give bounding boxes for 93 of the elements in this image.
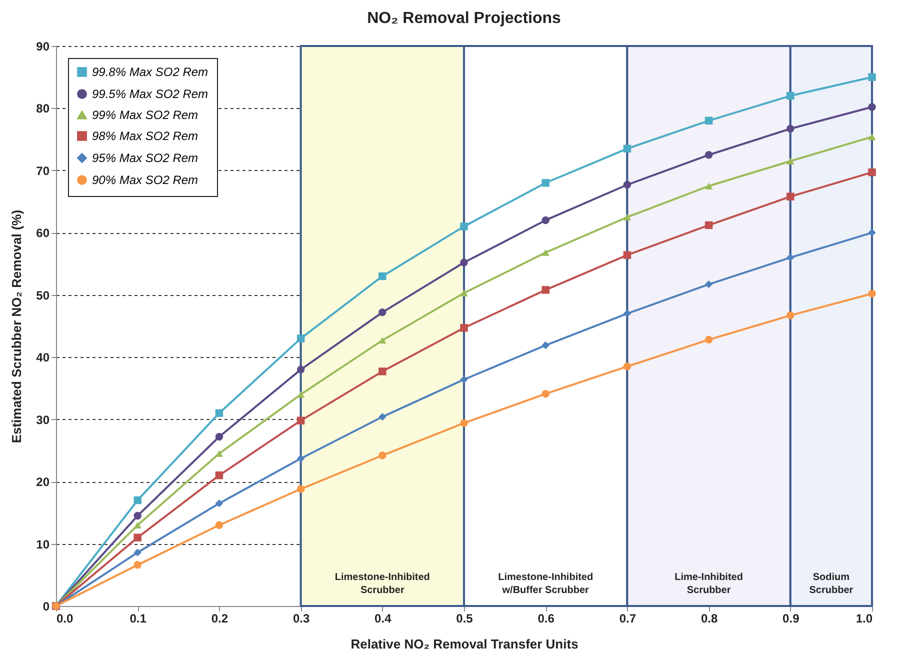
chart-title: NO₂ Removal Projections bbox=[367, 10, 562, 27]
point bbox=[786, 254, 794, 262]
point bbox=[786, 158, 794, 164]
point bbox=[296, 391, 305, 398]
point bbox=[704, 116, 713, 125]
point bbox=[704, 336, 713, 344]
x-tick-label: 0.7 bbox=[619, 612, 636, 626]
point bbox=[623, 251, 632, 259]
point bbox=[460, 222, 468, 230]
point bbox=[134, 496, 142, 504]
point bbox=[296, 416, 305, 424]
point bbox=[378, 308, 386, 316]
point bbox=[704, 221, 713, 230]
point bbox=[868, 168, 876, 176]
point bbox=[215, 521, 224, 529]
band-label: Limestone-Inhibited Scrubber bbox=[334, 572, 430, 596]
legend-label: 99.8% Max SO2 Rem bbox=[92, 65, 208, 79]
point bbox=[134, 512, 142, 520]
x-tick-label: 0.9 bbox=[782, 612, 800, 626]
x-tick-label: 0.4 bbox=[374, 612, 392, 626]
point bbox=[378, 336, 386, 344]
point bbox=[542, 179, 550, 187]
point bbox=[868, 73, 876, 81]
point bbox=[542, 341, 550, 350]
point bbox=[868, 228, 876, 237]
point bbox=[460, 258, 468, 266]
point bbox=[460, 290, 468, 296]
point bbox=[296, 454, 305, 462]
x-axis-title: Relative NO₂ Removal Transfer Units bbox=[350, 636, 578, 652]
x-tick-label: 0.3 bbox=[292, 612, 310, 626]
point bbox=[623, 180, 632, 189]
band-label: Limestone-Inhibited w/Buffer Scrubber bbox=[498, 572, 594, 596]
x-tick-label: 0.2 bbox=[211, 612, 228, 626]
point bbox=[378, 452, 386, 460]
point bbox=[542, 390, 550, 398]
point bbox=[623, 310, 632, 318]
point bbox=[215, 432, 224, 441]
point bbox=[623, 362, 632, 370]
point bbox=[460, 324, 468, 332]
point bbox=[786, 312, 794, 320]
point bbox=[542, 249, 550, 256]
y-tick-label: 60 bbox=[36, 226, 50, 240]
point bbox=[460, 419, 468, 427]
y-tick-label: 50 bbox=[36, 288, 50, 302]
point bbox=[134, 561, 142, 569]
x-tick-label: 0.8 bbox=[700, 612, 718, 626]
x-tick-label: 0.1 bbox=[130, 612, 147, 626]
y-tick-label: 30 bbox=[36, 412, 50, 427]
point bbox=[704, 182, 713, 190]
point bbox=[215, 499, 224, 508]
y-tick-label: 20 bbox=[36, 475, 50, 490]
point bbox=[868, 103, 876, 111]
point bbox=[868, 290, 876, 298]
point bbox=[215, 471, 224, 480]
point bbox=[868, 133, 876, 140]
x-tick-label: 0.5 bbox=[456, 612, 474, 626]
point bbox=[296, 334, 305, 342]
legend-label: 99.5% Max SO2 Rem bbox=[92, 87, 208, 101]
y-axis-title: Estimated Scrubber NO₂ Removal (%) bbox=[9, 210, 24, 444]
y-tick-label: 10 bbox=[36, 537, 50, 552]
x-tick-label: 0.6 bbox=[538, 612, 555, 626]
point bbox=[134, 534, 142, 542]
point bbox=[623, 214, 632, 220]
point bbox=[460, 376, 468, 384]
point bbox=[296, 366, 305, 374]
point bbox=[378, 272, 386, 280]
point bbox=[786, 124, 794, 133]
point bbox=[215, 409, 224, 417]
x-tick-label: 0.0 bbox=[56, 612, 74, 626]
point bbox=[786, 192, 794, 200]
band-label: Lime-Inhibited Scrubber bbox=[674, 572, 743, 596]
point bbox=[623, 144, 632, 153]
legend-label: 95% Max SO2 Rem bbox=[92, 151, 198, 165]
point bbox=[786, 92, 794, 100]
point bbox=[704, 151, 713, 159]
point bbox=[378, 412, 386, 421]
x-tick-label: 1.0 bbox=[856, 612, 873, 626]
y-tick-label: 40 bbox=[36, 350, 50, 365]
point bbox=[542, 286, 550, 294]
point bbox=[542, 216, 550, 224]
y-tick-label: 80 bbox=[36, 102, 50, 116]
point bbox=[296, 485, 305, 493]
point bbox=[134, 522, 142, 528]
legend-label: 98% Max SO2 Rem bbox=[92, 129, 198, 143]
point bbox=[134, 548, 142, 556]
band-label: Sodium Scrubber bbox=[809, 572, 854, 596]
y-tick-label: 0 bbox=[42, 600, 50, 614]
point bbox=[704, 280, 713, 288]
y-tick-label: 70 bbox=[36, 164, 50, 178]
y-tick-label: 90 bbox=[36, 40, 50, 54]
legend-label: 90% Max SO2 Rem bbox=[92, 173, 198, 187]
legend-label: 99% Max SO2 Rem bbox=[92, 108, 198, 122]
point bbox=[378, 368, 386, 376]
